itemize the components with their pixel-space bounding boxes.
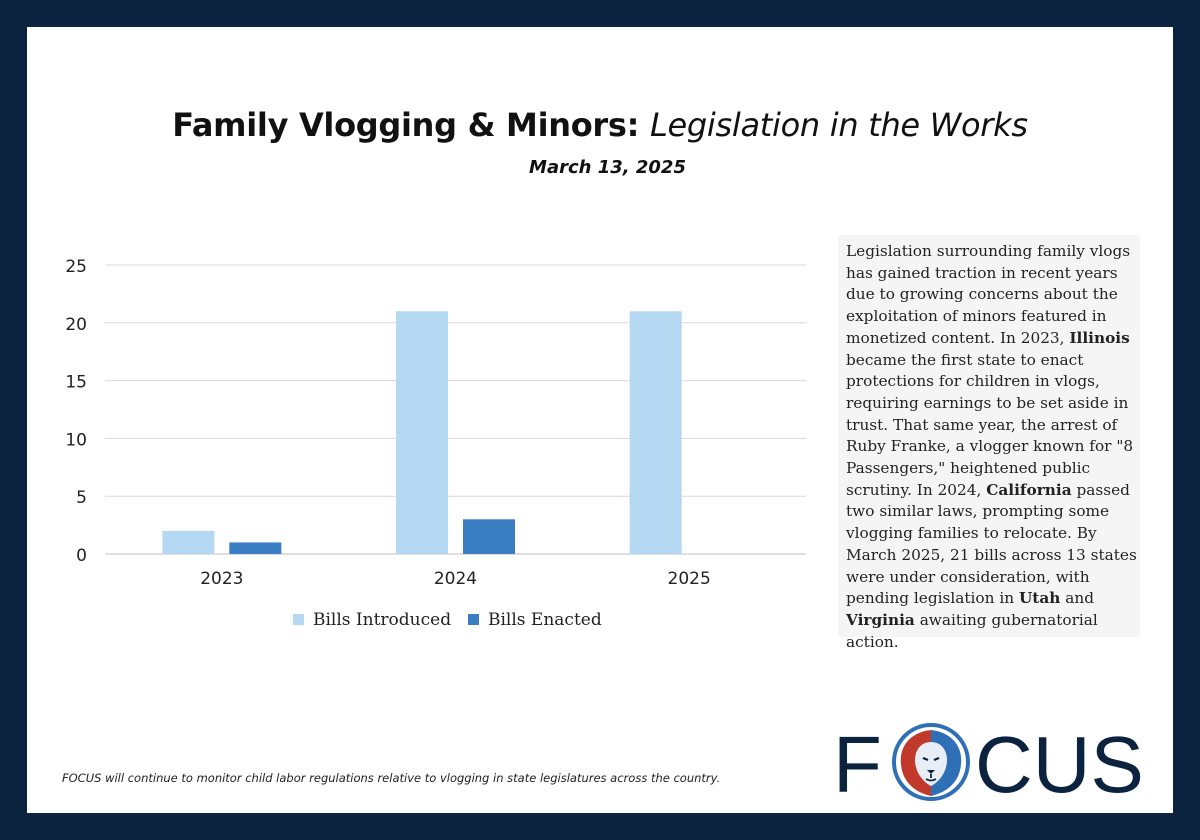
bar-bills-enacted [463,519,515,554]
focus-logo: F CUS [833,722,1144,802]
title-main: Family Vlogging & Minors: [172,106,640,144]
state-virginia: Virginia [846,610,915,629]
y-tick-label: 5 [76,488,87,508]
x-tick-label: 2024 [434,569,477,589]
title-italic: Legislation in the Works [650,106,1028,144]
state-california: California [986,480,1072,499]
legend-label: Bills Introduced [313,610,451,630]
footnote: FOCUS will continue to monitor child lab… [62,771,721,785]
legend-label: Bills Enacted [488,610,602,630]
summary-text-2: became the first state to enact protecti… [846,350,1134,499]
summary-text-4: and [1060,589,1095,608]
x-tick-label: 2025 [668,569,711,589]
summary-text-5: awaiting gubernatorial action. [846,610,1098,651]
report-date: March 13, 2025 [529,157,686,178]
state-utah: Utah [1018,589,1061,608]
y-tick-label: 10 [65,430,87,450]
y-tick-label: 15 [65,373,87,393]
state-illinois: Illinois [1069,328,1130,347]
bar-bills-introduced [396,311,448,554]
bar-bills-introduced [629,311,682,554]
y-tick-label: 25 [65,257,87,277]
legend-swatch [293,614,304,625]
y-tick-label: 0 [76,546,87,566]
y-tick-label: 20 [65,315,87,335]
lion-head-icon [892,723,970,801]
logo-letters-cus: CUS [975,722,1144,802]
x-tick-label: 2023 [200,569,243,589]
page-title: Family Vlogging & Minors: Legislation in… [0,106,1200,144]
summary-panel: Legislation surrounding family vlogs has… [838,235,1140,651]
summary-text-1: Legislation surrounding family vlogs has… [846,242,1131,347]
summary-text-3: passed two similar laws, prompting some … [846,480,1137,608]
bar-bills-enacted [229,542,282,554]
bar-bills-introduced [162,530,215,554]
logo-letter-f: F [833,722,882,802]
legend-swatch [468,614,479,625]
